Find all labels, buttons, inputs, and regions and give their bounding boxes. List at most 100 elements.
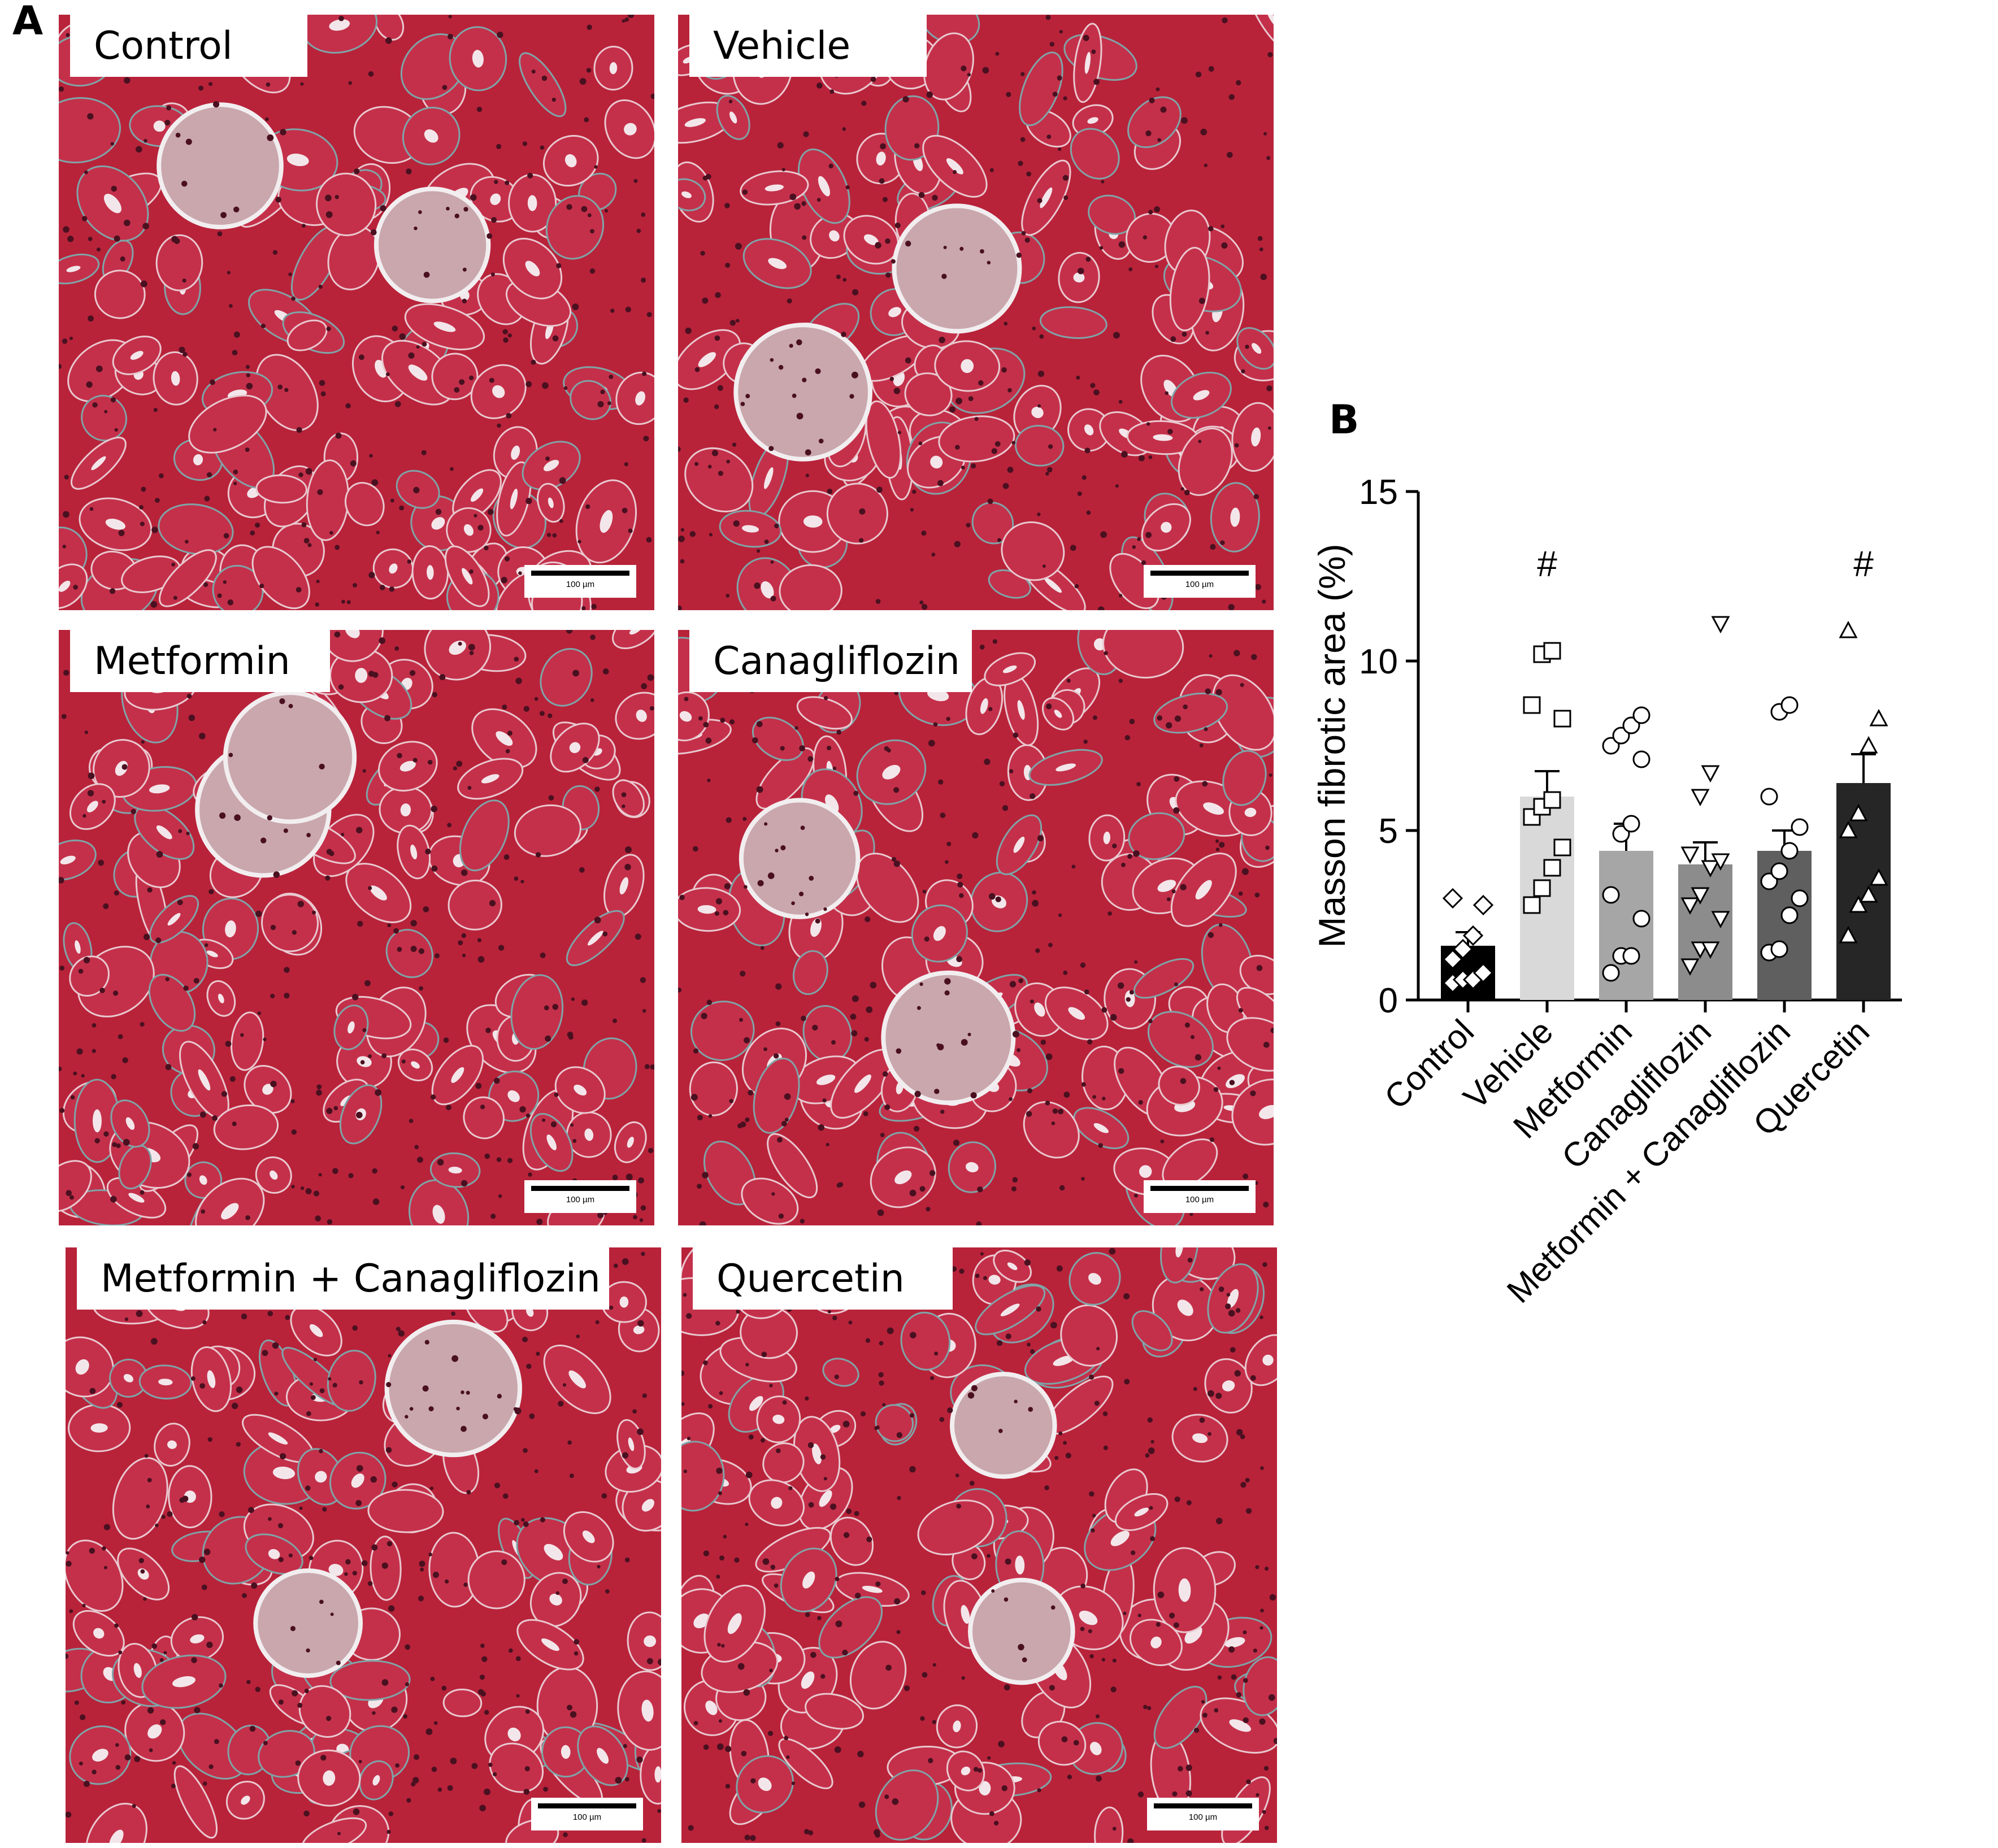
micrograph-canagliflozin xyxy=(678,630,1274,1225)
scale-bar: 100 µm xyxy=(524,1180,636,1213)
data-point xyxy=(1680,897,1700,915)
data-point xyxy=(1760,788,1778,806)
data-point xyxy=(1553,838,1571,856)
data-point xyxy=(1849,895,1868,913)
micrograph-label: Metformin + Canagliflozin xyxy=(77,1247,609,1310)
micrograph-label: Control xyxy=(70,15,307,77)
tissue-texture xyxy=(66,1247,661,1843)
data-point xyxy=(1859,885,1878,903)
tissue-texture xyxy=(59,15,654,610)
data-point xyxy=(1760,872,1778,890)
data-point xyxy=(1612,825,1630,843)
data-point xyxy=(1452,938,1474,960)
data-point xyxy=(1701,765,1720,783)
scale-bar-line xyxy=(1150,571,1249,576)
scale-bar-text: 100 µm xyxy=(572,1812,602,1822)
scale-bar: 100 µm xyxy=(1144,565,1256,598)
scale-bar-text: 100 µm xyxy=(1185,1195,1214,1205)
micrograph-metformin-canagliflozin xyxy=(66,1247,661,1843)
bar xyxy=(1678,864,1732,1000)
data-point xyxy=(1602,737,1620,755)
scale-bar: 100 µm xyxy=(531,1798,643,1830)
scale-bar: 100 µm xyxy=(1147,1798,1259,1830)
scale-bar-text: 100 µm xyxy=(1185,580,1214,589)
tissue-texture xyxy=(678,630,1274,1225)
scale-bar-line xyxy=(531,1186,629,1191)
data-point xyxy=(1780,842,1799,860)
data-point xyxy=(1680,958,1700,976)
data-point xyxy=(1602,964,1620,982)
panel-a-letter: A xyxy=(12,0,44,44)
data-point xyxy=(1632,750,1650,768)
scale-bar-text: 100 µm xyxy=(1188,1812,1218,1822)
micrograph-label: Vehicle xyxy=(689,15,927,77)
data-point xyxy=(1473,962,1494,984)
data-point xyxy=(1543,859,1561,877)
micrograph-control xyxy=(59,15,654,610)
scale-bar-line xyxy=(1150,1186,1249,1191)
data-point xyxy=(1442,888,1463,909)
data-point xyxy=(1839,620,1858,638)
data-point xyxy=(1869,708,1888,727)
data-point xyxy=(1622,716,1640,734)
data-point xyxy=(1770,940,1788,958)
micrograph-vehicle xyxy=(678,15,1274,610)
data-point xyxy=(1622,815,1640,833)
y-tick-label: 5 xyxy=(1379,812,1398,851)
scale-bar-line xyxy=(531,571,629,576)
scale-bar: 100 µm xyxy=(1144,1180,1256,1213)
significance-marker: # xyxy=(1853,543,1874,584)
data-point xyxy=(1859,736,1878,754)
y-axis-label: Masson fibrotic area (%) xyxy=(1311,543,1353,947)
data-point xyxy=(1632,706,1650,724)
data-point xyxy=(1543,642,1561,660)
micrograph-quercetin xyxy=(681,1247,1277,1843)
x-tick-label: Control xyxy=(1377,1012,1481,1116)
scale-bar-text: 100 µm xyxy=(566,1195,595,1205)
panel-b-letter: B xyxy=(1329,397,1359,443)
micrograph-label: Metformin xyxy=(70,630,330,692)
data-point xyxy=(1632,910,1650,928)
y-tick-label: 15 xyxy=(1359,473,1398,512)
data-point xyxy=(1691,887,1710,905)
data-point xyxy=(1711,911,1730,929)
data-point xyxy=(1780,696,1799,714)
scale-bar-text: 100 µm xyxy=(566,580,595,589)
data-point xyxy=(1612,727,1630,745)
micrograph-metformin xyxy=(59,630,654,1225)
data-point xyxy=(1622,947,1640,965)
data-point xyxy=(1791,889,1809,907)
data-point xyxy=(1462,925,1484,946)
data-point xyxy=(1869,868,1888,886)
tissue-texture xyxy=(59,630,654,1225)
data-point xyxy=(1839,820,1858,838)
y-tick-label: 10 xyxy=(1359,642,1398,681)
data-point xyxy=(1711,616,1730,634)
data-point xyxy=(1701,860,1720,878)
scale-bar-line xyxy=(538,1803,636,1808)
y-tick-label: 0 xyxy=(1379,981,1398,1020)
data-point xyxy=(1680,846,1700,864)
scale-bar-line xyxy=(1154,1803,1252,1808)
data-point xyxy=(1602,886,1620,904)
data-point xyxy=(1791,818,1809,836)
micrograph-label: Canagliflozin xyxy=(689,630,972,692)
data-point xyxy=(1533,879,1551,897)
data-point xyxy=(1849,803,1868,821)
data-point xyxy=(1701,941,1720,959)
significance-marker: # xyxy=(1537,543,1557,584)
data-point xyxy=(1442,949,1463,970)
data-point xyxy=(1523,696,1541,714)
data-point xyxy=(1553,710,1571,728)
data-point xyxy=(1523,896,1541,914)
data-point xyxy=(1711,853,1730,871)
data-point xyxy=(1543,791,1561,809)
data-point xyxy=(1473,894,1494,916)
micrograph-label: Quercetin xyxy=(693,1247,953,1310)
data-point xyxy=(1770,862,1788,880)
tissue-texture xyxy=(678,15,1274,610)
scale-bar: 100 µm xyxy=(524,565,636,598)
data-point xyxy=(1691,789,1710,807)
data-point xyxy=(1780,906,1799,924)
